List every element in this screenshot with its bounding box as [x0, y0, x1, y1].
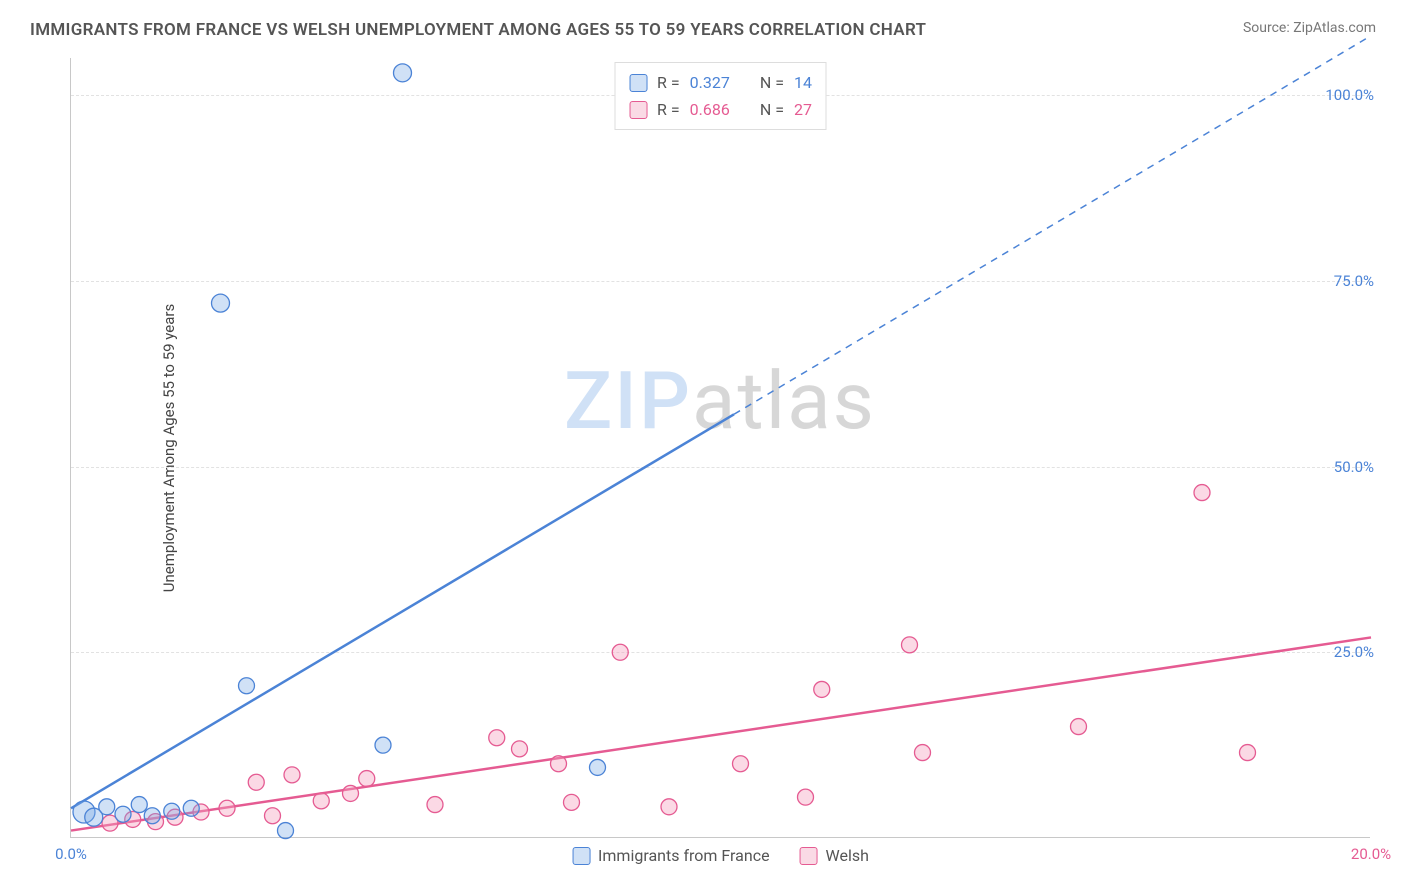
r-value: 0.327: [690, 69, 730, 96]
n-value: 14: [794, 69, 812, 96]
r-value: 0.686: [690, 96, 730, 123]
x-tick-label: 20.0%: [1351, 845, 1391, 863]
n-label: N =: [760, 69, 784, 96]
n-value: 27: [794, 96, 812, 123]
plot-area: R = 0.327 N = 14 R = 0.686 N = 27 Immigr…: [70, 58, 1370, 838]
swatch-icon: [800, 847, 818, 865]
legend-row-blue: R = 0.327 N = 14: [629, 69, 812, 96]
swatch-icon: [572, 847, 590, 865]
chart-title: IMMIGRANTS FROM FRANCE VS WELSH UNEMPLOY…: [30, 20, 926, 40]
r-label: R =: [657, 96, 680, 123]
r-label: R =: [657, 69, 680, 96]
legend-item-pink: Welsh: [800, 846, 869, 865]
source-label: Source: ZipAtlas.com: [1243, 20, 1376, 36]
scatter-plot: [71, 58, 1371, 838]
correlation-legend: R = 0.327 N = 14 R = 0.686 N = 27: [614, 62, 827, 130]
series-legend: Immigrants from France Welsh: [572, 846, 869, 865]
legend-item-blue: Immigrants from France: [572, 846, 770, 865]
legend-label: Immigrants from France: [598, 846, 770, 865]
legend-row-pink: R = 0.686 N = 27: [629, 96, 812, 123]
swatch-icon: [629, 101, 647, 119]
chart-header: IMMIGRANTS FROM FRANCE VS WELSH UNEMPLOY…: [0, 0, 1406, 50]
swatch-icon: [629, 74, 647, 92]
x-tick-label: 0.0%: [55, 845, 87, 863]
n-label: N =: [760, 96, 784, 123]
chart-container: Unemployment Among Ages 55 to 59 years Z…: [70, 58, 1370, 838]
legend-label: Welsh: [826, 846, 869, 865]
